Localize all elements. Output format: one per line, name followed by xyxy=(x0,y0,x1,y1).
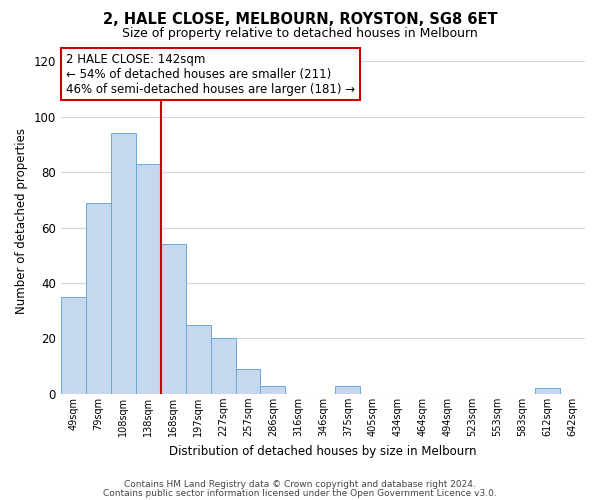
Text: 2 HALE CLOSE: 142sqm
← 54% of detached houses are smaller (211)
46% of semi-deta: 2 HALE CLOSE: 142sqm ← 54% of detached h… xyxy=(66,52,355,96)
Text: Size of property relative to detached houses in Melbourn: Size of property relative to detached ho… xyxy=(122,28,478,40)
Text: Contains HM Land Registry data © Crown copyright and database right 2024.: Contains HM Land Registry data © Crown c… xyxy=(124,480,476,489)
X-axis label: Distribution of detached houses by size in Melbourn: Distribution of detached houses by size … xyxy=(169,444,476,458)
Bar xyxy=(211,338,236,394)
Bar xyxy=(185,324,211,394)
Bar xyxy=(86,202,111,394)
Y-axis label: Number of detached properties: Number of detached properties xyxy=(15,128,28,314)
Bar xyxy=(111,134,136,394)
Text: Contains public sector information licensed under the Open Government Licence v3: Contains public sector information licen… xyxy=(103,488,497,498)
Bar xyxy=(136,164,161,394)
Bar xyxy=(335,386,361,394)
Text: 2, HALE CLOSE, MELBOURN, ROYSTON, SG8 6ET: 2, HALE CLOSE, MELBOURN, ROYSTON, SG8 6E… xyxy=(103,12,497,28)
Bar xyxy=(61,297,86,394)
Bar xyxy=(161,244,185,394)
Bar xyxy=(236,369,260,394)
Bar xyxy=(535,388,560,394)
Bar xyxy=(260,386,286,394)
